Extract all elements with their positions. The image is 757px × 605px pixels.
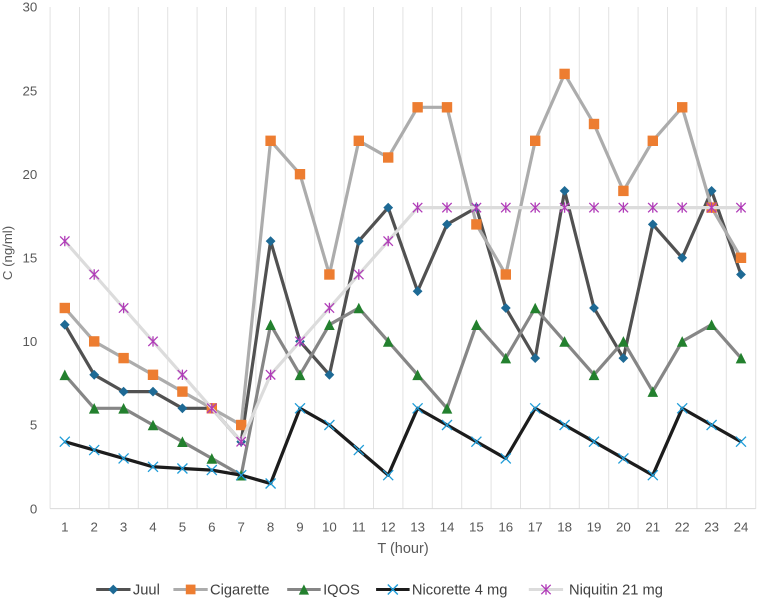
svg-text:13: 13 [410,519,425,534]
svg-text:12: 12 [381,519,396,534]
svg-text:Nicorette 4 mg: Nicorette 4 mg [412,582,508,598]
svg-text:24: 24 [734,519,749,534]
svg-text:5: 5 [30,418,37,433]
svg-text:2: 2 [90,519,97,534]
svg-text:22: 22 [675,519,690,534]
svg-text:15: 15 [469,519,484,534]
svg-text:23: 23 [704,519,719,534]
svg-text:20: 20 [616,519,631,534]
svg-text:30: 30 [23,0,38,15]
svg-text:IQOS: IQOS [323,582,360,598]
svg-text:15: 15 [23,251,38,266]
svg-text:Niquitin 21 mg: Niquitin 21 mg [569,582,663,598]
svg-text:7: 7 [237,519,244,534]
svg-text:5: 5 [179,519,186,534]
svg-text:Juul: Juul [133,582,160,598]
svg-text:10: 10 [322,519,337,534]
svg-text:Cigarette: Cigarette [210,582,270,598]
svg-text:10: 10 [23,334,38,349]
svg-text:4: 4 [149,519,156,534]
svg-text:0: 0 [30,501,37,516]
svg-text:3: 3 [120,519,127,534]
svg-text:11: 11 [352,519,366,534]
svg-text:14: 14 [440,519,455,534]
svg-text:18: 18 [557,519,572,534]
svg-text:25: 25 [23,83,38,98]
svg-text:17: 17 [528,519,543,534]
svg-text:20: 20 [23,167,38,182]
svg-text:C (ng/ml): C (ng/ml) [0,226,15,280]
svg-text:16: 16 [498,519,513,534]
svg-text:19: 19 [587,519,602,534]
svg-text:21: 21 [645,519,660,534]
svg-text:8: 8 [267,519,274,534]
svg-text:9: 9 [296,519,303,534]
svg-text:6: 6 [208,519,215,534]
svg-text:T (hour): T (hour) [377,541,428,557]
svg-text:1: 1 [61,519,68,534]
